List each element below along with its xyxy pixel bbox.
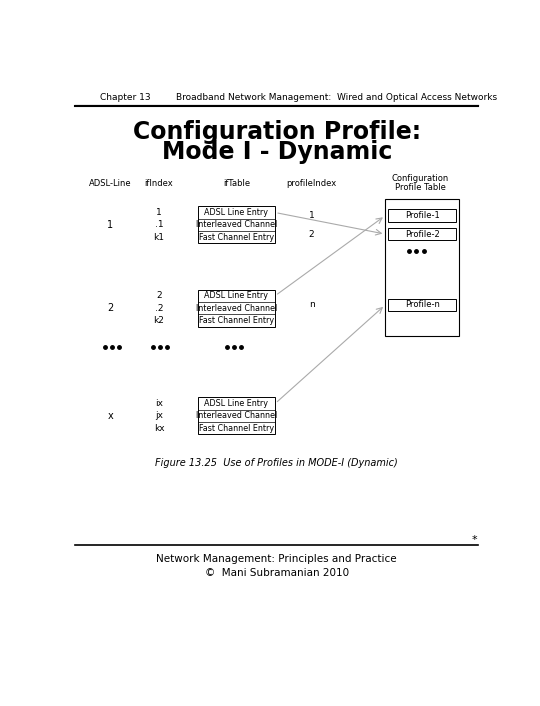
Text: 1: 1 xyxy=(156,208,162,217)
Text: x: x xyxy=(107,411,113,421)
Text: ADSL Line Entry: ADSL Line Entry xyxy=(205,291,268,300)
Text: Chapter 13: Chapter 13 xyxy=(100,92,151,102)
Text: ADSL Line Entry: ADSL Line Entry xyxy=(205,208,268,217)
Bar xyxy=(388,210,456,222)
Text: Profile Table: Profile Table xyxy=(395,183,446,191)
Text: Fast Channel Entry: Fast Channel Entry xyxy=(199,316,274,325)
Bar xyxy=(388,228,456,240)
Text: jx: jx xyxy=(155,412,163,420)
Text: Broadband Network Management:  Wired and Optical Access Networks: Broadband Network Management: Wired and … xyxy=(176,92,497,102)
Text: ix: ix xyxy=(155,399,163,408)
Text: Configuration: Configuration xyxy=(392,174,449,183)
Text: ADSL-Line: ADSL-Line xyxy=(89,179,131,188)
Text: *: * xyxy=(471,534,477,545)
Text: Interleaved Channel: Interleaved Channel xyxy=(196,220,277,229)
Text: Profile-2: Profile-2 xyxy=(404,229,440,239)
Text: Fast Channel Entry: Fast Channel Entry xyxy=(199,233,274,241)
Text: 2: 2 xyxy=(309,229,314,239)
Text: ADSL Line Entry: ADSL Line Entry xyxy=(205,399,268,408)
Bar xyxy=(388,299,456,311)
Text: 2: 2 xyxy=(107,303,113,313)
Text: Profile-1: Profile-1 xyxy=(404,211,440,220)
Text: Fast Channel Entry: Fast Channel Entry xyxy=(199,424,274,433)
Bar xyxy=(198,397,275,434)
Text: ifTable: ifTable xyxy=(223,179,250,188)
Text: 1: 1 xyxy=(107,220,113,230)
Bar xyxy=(385,198,459,336)
Text: ©  Mani Subramanian 2010: © Mani Subramanian 2010 xyxy=(205,568,349,578)
Text: 1: 1 xyxy=(309,211,314,220)
Text: Network Management: Principles and Practice: Network Management: Principles and Pract… xyxy=(157,554,397,564)
Text: kx: kx xyxy=(154,424,164,433)
Text: Interleaved Channel: Interleaved Channel xyxy=(196,412,277,420)
Text: Figure 13.25  Use of Profiles in MODE-I (Dynamic): Figure 13.25 Use of Profiles in MODE-I (… xyxy=(156,457,398,468)
Text: Configuration Profile:: Configuration Profile: xyxy=(133,120,421,144)
Text: .1: .1 xyxy=(154,220,163,229)
Text: n: n xyxy=(309,301,314,309)
Text: Mode I - Dynamic: Mode I - Dynamic xyxy=(161,140,392,164)
Text: k2: k2 xyxy=(153,316,164,325)
Text: Profile-n: Profile-n xyxy=(404,301,440,309)
Text: k1: k1 xyxy=(153,233,165,241)
Bar xyxy=(198,206,275,244)
Text: profileIndex: profileIndex xyxy=(287,179,337,188)
Text: 2: 2 xyxy=(156,291,162,300)
Bar xyxy=(198,289,275,326)
Text: ifIndex: ifIndex xyxy=(145,179,173,188)
Text: .2: .2 xyxy=(154,304,163,313)
Text: Interleaved Channel: Interleaved Channel xyxy=(196,304,277,313)
